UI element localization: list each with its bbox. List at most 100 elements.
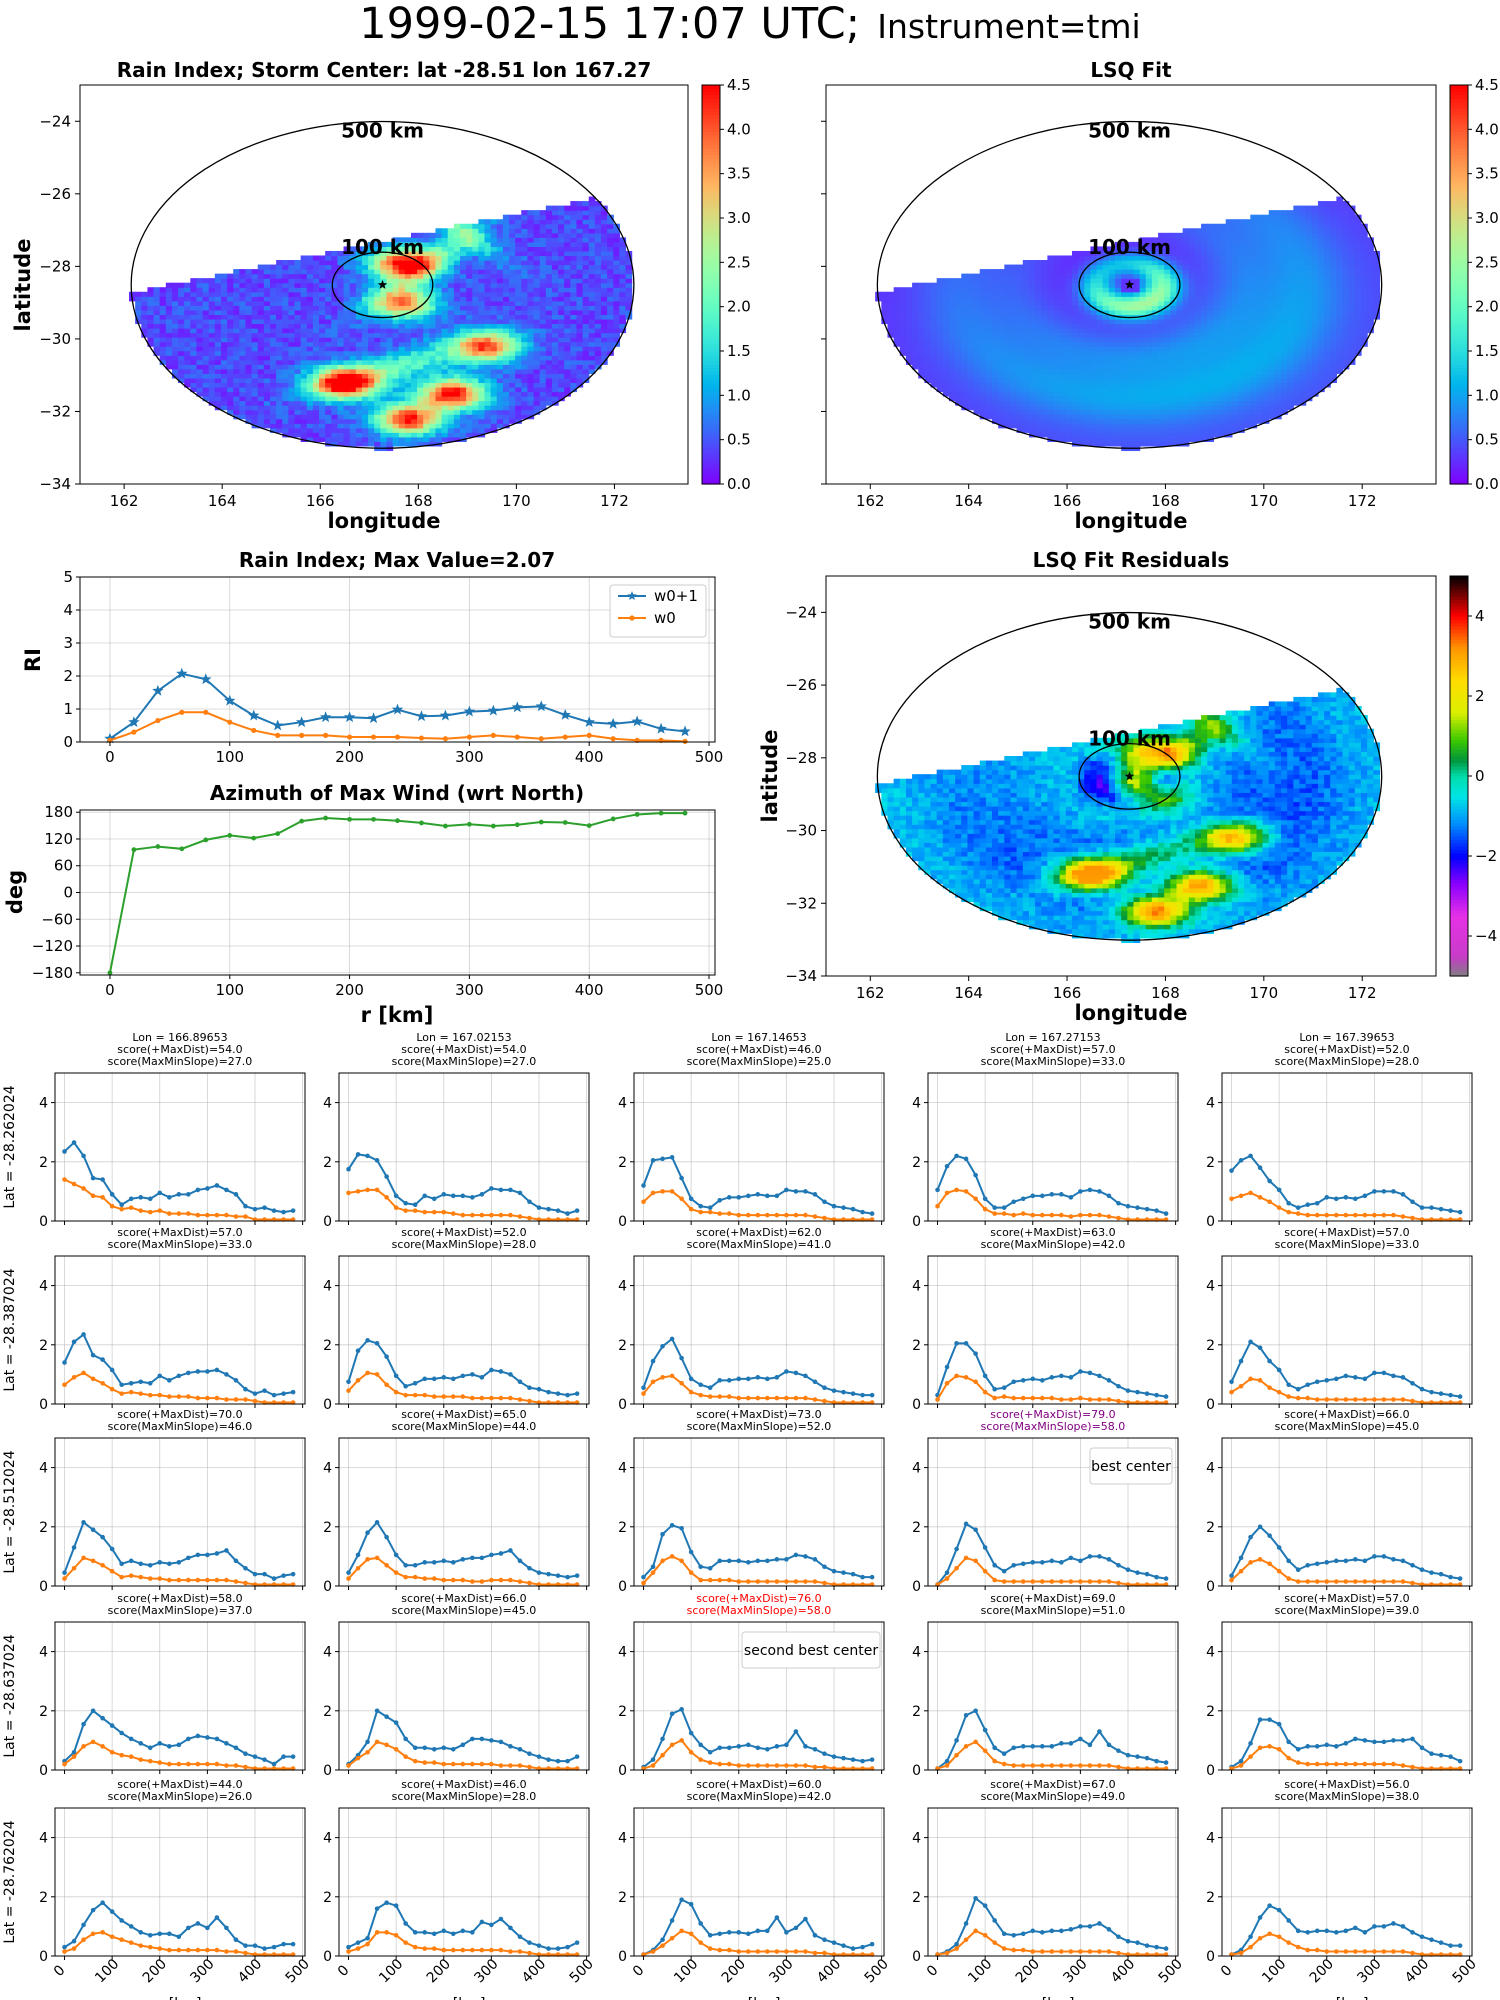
map-cell (245, 377, 253, 384)
map-cell (472, 287, 479, 293)
map-cell (257, 269, 265, 275)
map-cell (539, 368, 547, 374)
map-cell (349, 396, 357, 402)
map-cell (1059, 350, 1067, 356)
map-cell (588, 205, 596, 211)
map-cell (564, 214, 571, 220)
map-cell (1090, 246, 1098, 252)
map-cell (582, 309, 590, 316)
map-cell (1170, 323, 1178, 329)
map-cell (1084, 359, 1092, 365)
map-cell (509, 287, 516, 293)
map-cell (288, 291, 296, 297)
map-cell (930, 296, 938, 302)
map-cell (472, 291, 479, 297)
map-cell (404, 250, 412, 257)
map-cell (270, 355, 277, 361)
map-cell (496, 237, 504, 243)
map-cell (453, 328, 461, 334)
map-cell (973, 377, 981, 384)
map-cell (527, 386, 535, 393)
map-cell (533, 382, 541, 388)
map-cell (1090, 260, 1098, 266)
map-cell (153, 346, 161, 352)
map-cell (551, 264, 559, 270)
map-cell (184, 305, 191, 311)
map-cell (398, 436, 406, 442)
map-cell (171, 359, 179, 365)
map-cell (1053, 396, 1061, 402)
map-cell (239, 282, 247, 288)
map-cell (374, 409, 381, 415)
map-cell (1035, 296, 1042, 302)
map-cell (1182, 396, 1190, 402)
map-cell (141, 296, 149, 302)
rain-colorbar-swatch (702, 114, 720, 119)
map-cell (1170, 318, 1178, 325)
rain-colorbar-swatch (702, 241, 720, 246)
map-cell (1182, 400, 1190, 406)
map-cell (270, 396, 277, 402)
rain-colorbar-swatch (702, 277, 720, 282)
map-cell (435, 291, 443, 297)
map-cell (410, 260, 418, 266)
map-cell (466, 427, 473, 433)
map-cell (515, 341, 522, 347)
map-cell (300, 291, 308, 297)
map-cell (153, 350, 161, 356)
map-cell (460, 269, 467, 275)
map-cell (165, 318, 173, 325)
map-cell (435, 269, 443, 275)
map-cell (924, 341, 932, 347)
map-cell (1145, 305, 1153, 311)
map-cell (147, 318, 155, 325)
map-cell (441, 359, 449, 365)
map-cell (410, 423, 418, 429)
map-cell (300, 346, 308, 352)
map-cell (1016, 418, 1024, 424)
map-cell (159, 300, 167, 306)
map-cell (564, 278, 571, 284)
map-cell (973, 400, 981, 406)
map-cell (466, 318, 473, 325)
map-cell (1108, 368, 1116, 374)
map-cell (607, 287, 614, 293)
map-cell (208, 278, 216, 284)
map-cell (460, 418, 467, 424)
map-cell (1139, 436, 1147, 442)
map-cell (331, 346, 339, 352)
map-cell (190, 355, 198, 361)
map-cell (558, 287, 565, 293)
map-cell (1164, 332, 1171, 338)
map-cell (1121, 273, 1128, 279)
map-cell (220, 377, 228, 384)
map-cell (1121, 409, 1128, 415)
map-cell (1115, 409, 1122, 415)
map-cell (300, 278, 308, 284)
map-cell (1028, 359, 1036, 365)
map-cell (410, 318, 418, 325)
map-cell (227, 273, 234, 279)
map-cell (239, 291, 247, 297)
map-cell (374, 282, 381, 288)
map-cell (490, 250, 498, 257)
map-cell (233, 273, 240, 279)
map-cell (1053, 318, 1061, 325)
map-cell (594, 337, 602, 343)
map-cell (1133, 337, 1141, 343)
map-cell (1102, 250, 1110, 257)
map-cell (881, 291, 889, 297)
map-cell (551, 255, 559, 261)
rain-colorbar-swatch (702, 108, 720, 113)
map-cell (435, 386, 443, 393)
map-cell (374, 300, 381, 306)
map-cell (331, 282, 339, 288)
map-cell (496, 228, 504, 234)
rain-colorbar-swatch (702, 317, 720, 322)
map-cell (331, 269, 339, 275)
map-cell (539, 305, 547, 311)
map-cell (337, 364, 345, 370)
map-cell (613, 232, 620, 238)
map-cell (527, 210, 535, 216)
map-cell (924, 328, 932, 334)
